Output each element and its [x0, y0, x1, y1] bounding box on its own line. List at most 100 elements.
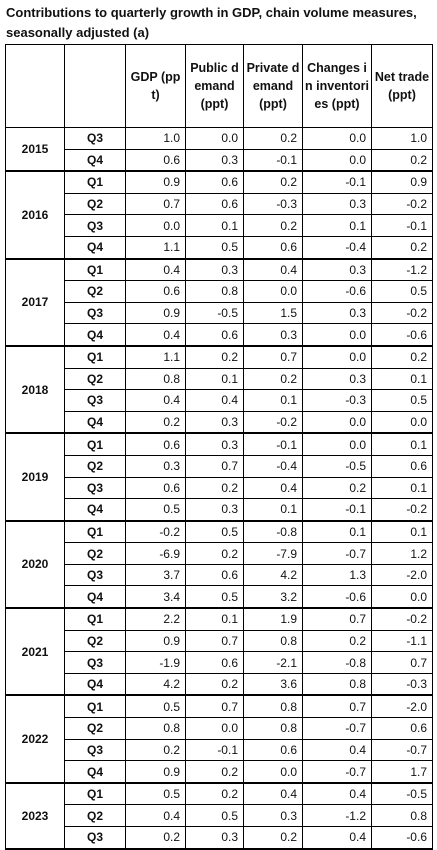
value-cell: 0.0 — [302, 345, 372, 369]
value-cell: 3.2 — [243, 585, 303, 610]
data-row: Q2 0.3 0.7 -0.4 -0.5 0.6 — [6, 454, 433, 478]
value-cell: 0.7 — [243, 345, 303, 369]
value-cell: 0.4 — [302, 738, 372, 762]
data-row: Q4 0.2 0.3 -0.2 0.0 0.0 — [6, 410, 433, 435]
value-cell: 0.1 — [302, 520, 372, 544]
data-row: 2016 Q1 0.9 0.6 0.2 -0.1 0.9 — [5, 170, 433, 260]
value-cell: 0.2 — [185, 542, 244, 565]
value-cell: 0.4 — [125, 804, 186, 827]
value-cell: 0.0 — [302, 432, 372, 456]
value-cell: 0.0 — [185, 127, 244, 150]
value-cell: -0.1 — [243, 148, 303, 173]
value-cell: 0.8 — [125, 717, 186, 740]
value-cell: 0.6 — [125, 148, 186, 173]
data-row: 2023 Q1 0.5 0.2 0.4 0.4 -0.5 — [5, 782, 433, 850]
value-cell: -0.3 — [243, 192, 303, 216]
value-cell: 0.3 — [125, 454, 186, 478]
value-cell: 0.6 — [125, 476, 186, 500]
value-cell: 0.1 — [185, 607, 244, 631]
value-cell: -0.1 — [243, 432, 303, 456]
year-cell: 2021 — [5, 607, 65, 697]
value-cell: 1.5 — [243, 301, 303, 325]
value-cell: 0.8 — [243, 629, 303, 653]
quarter-cell: Q1 — [64, 345, 126, 369]
empty-header — [64, 44, 126, 128]
quarter-cell: Q4 — [64, 760, 126, 784]
value-cell: 0.6 — [243, 235, 303, 260]
value-cell: 0.8 — [185, 280, 244, 303]
value-cell: 0.2 — [243, 170, 303, 194]
value-cell: 4.2 — [125, 672, 186, 697]
value-cell: 0.1 — [185, 214, 244, 237]
value-cell: -0.5 — [185, 301, 244, 325]
data-row: Q3 3.7 0.6 4.2 1.3 -2.0 — [6, 563, 433, 587]
value-cell: 1.9 — [243, 607, 303, 631]
quarter-cell: Q1 — [64, 782, 126, 806]
value-cell: 0.9 — [125, 301, 186, 325]
value-cell: -0.2 — [371, 301, 433, 325]
data-row: 2021 Q1 2.2 0.1 1.9 0.7 -0.2 — [5, 607, 433, 697]
value-cell: 1.0 — [371, 127, 433, 150]
quarter-cell: Q2 — [64, 192, 126, 216]
value-cell: -0.6 — [371, 323, 433, 347]
value-cell: -6.9 — [125, 542, 186, 565]
value-cell: -0.1 — [302, 170, 372, 194]
value-cell: 0.2 — [185, 760, 244, 784]
value-cell: 0.8 — [371, 804, 433, 827]
value-cell: 0.5 — [185, 804, 244, 827]
value-cell: 0.0 — [302, 323, 372, 347]
value-cell: 0.7 — [371, 651, 433, 674]
value-cell: -0.2 — [371, 192, 433, 216]
value-cell: -2.0 — [371, 694, 433, 719]
year-cell: 2018 — [5, 345, 65, 435]
value-cell: -1.2 — [302, 804, 372, 827]
value-cell: 0.9 — [125, 760, 186, 784]
value-cell: 0.2 — [243, 214, 303, 237]
value-cell: 1.1 — [125, 345, 186, 369]
value-cell: 0.3 — [302, 192, 372, 216]
value-cell: 0.6 — [125, 280, 186, 303]
value-cell: -0.6 — [371, 825, 433, 850]
value-cell: 0.4 — [243, 782, 303, 806]
value-cell: -0.2 — [371, 607, 433, 631]
column-header: Net trade (ppt) — [371, 44, 433, 128]
quarter-cell: Q3 — [64, 214, 126, 237]
value-cell: 3.6 — [243, 672, 303, 697]
value-cell: 0.1 — [302, 214, 372, 237]
quarter-cell: Q4 — [64, 323, 126, 347]
quarter-cell: Q2 — [64, 454, 126, 478]
value-cell: -0.3 — [371, 672, 433, 697]
value-cell: 0.9 — [125, 170, 186, 194]
value-cell: -0.1 — [185, 738, 244, 762]
value-cell: -0.1 — [302, 498, 372, 522]
value-cell: 0.5 — [185, 585, 244, 610]
value-cell: 0.5 — [371, 280, 433, 303]
value-cell: 0.6 — [185, 192, 244, 216]
value-cell: 0.3 — [302, 258, 372, 282]
value-cell: 0.6 — [185, 651, 244, 674]
data-row: Q2 0.8 0.0 0.8 -0.7 0.6 — [6, 717, 433, 740]
data-row: 2019 Q1 0.6 0.3 -0.1 0.0 0.1 — [5, 432, 433, 522]
quarter-cell: Q2 — [64, 542, 126, 565]
value-cell: 0.0 — [185, 717, 244, 740]
value-cell: 0.0 — [302, 410, 372, 435]
data-row: Q3 0.6 0.2 0.4 0.2 0.1 — [6, 476, 433, 500]
value-cell: 0.4 — [243, 476, 303, 500]
value-cell: 1.2 — [371, 542, 433, 565]
value-cell: 0.6 — [371, 717, 433, 740]
value-cell: 0.6 — [125, 432, 186, 456]
value-cell: 0.7 — [185, 629, 244, 653]
quarter-cell: Q3 — [64, 738, 126, 762]
data-row: Q3 -1.9 0.6 -2.1 -0.8 0.7 — [6, 651, 433, 674]
value-cell: -1.9 — [125, 651, 186, 674]
data-row: 2020 Q1 -0.2 0.5 -0.8 0.1 0.1 — [5, 520, 433, 610]
year-cell: 2016 — [5, 170, 65, 260]
value-cell: 0.3 — [185, 258, 244, 282]
data-row: Q2 0.7 0.6 -0.3 0.3 -0.2 — [6, 192, 433, 216]
quarter-cell: Q2 — [64, 367, 126, 391]
quarter-cell: Q3 — [64, 301, 126, 325]
value-cell: 0.4 — [125, 258, 186, 282]
value-cell: 0.0 — [371, 585, 433, 610]
value-cell: 0.1 — [371, 367, 433, 391]
